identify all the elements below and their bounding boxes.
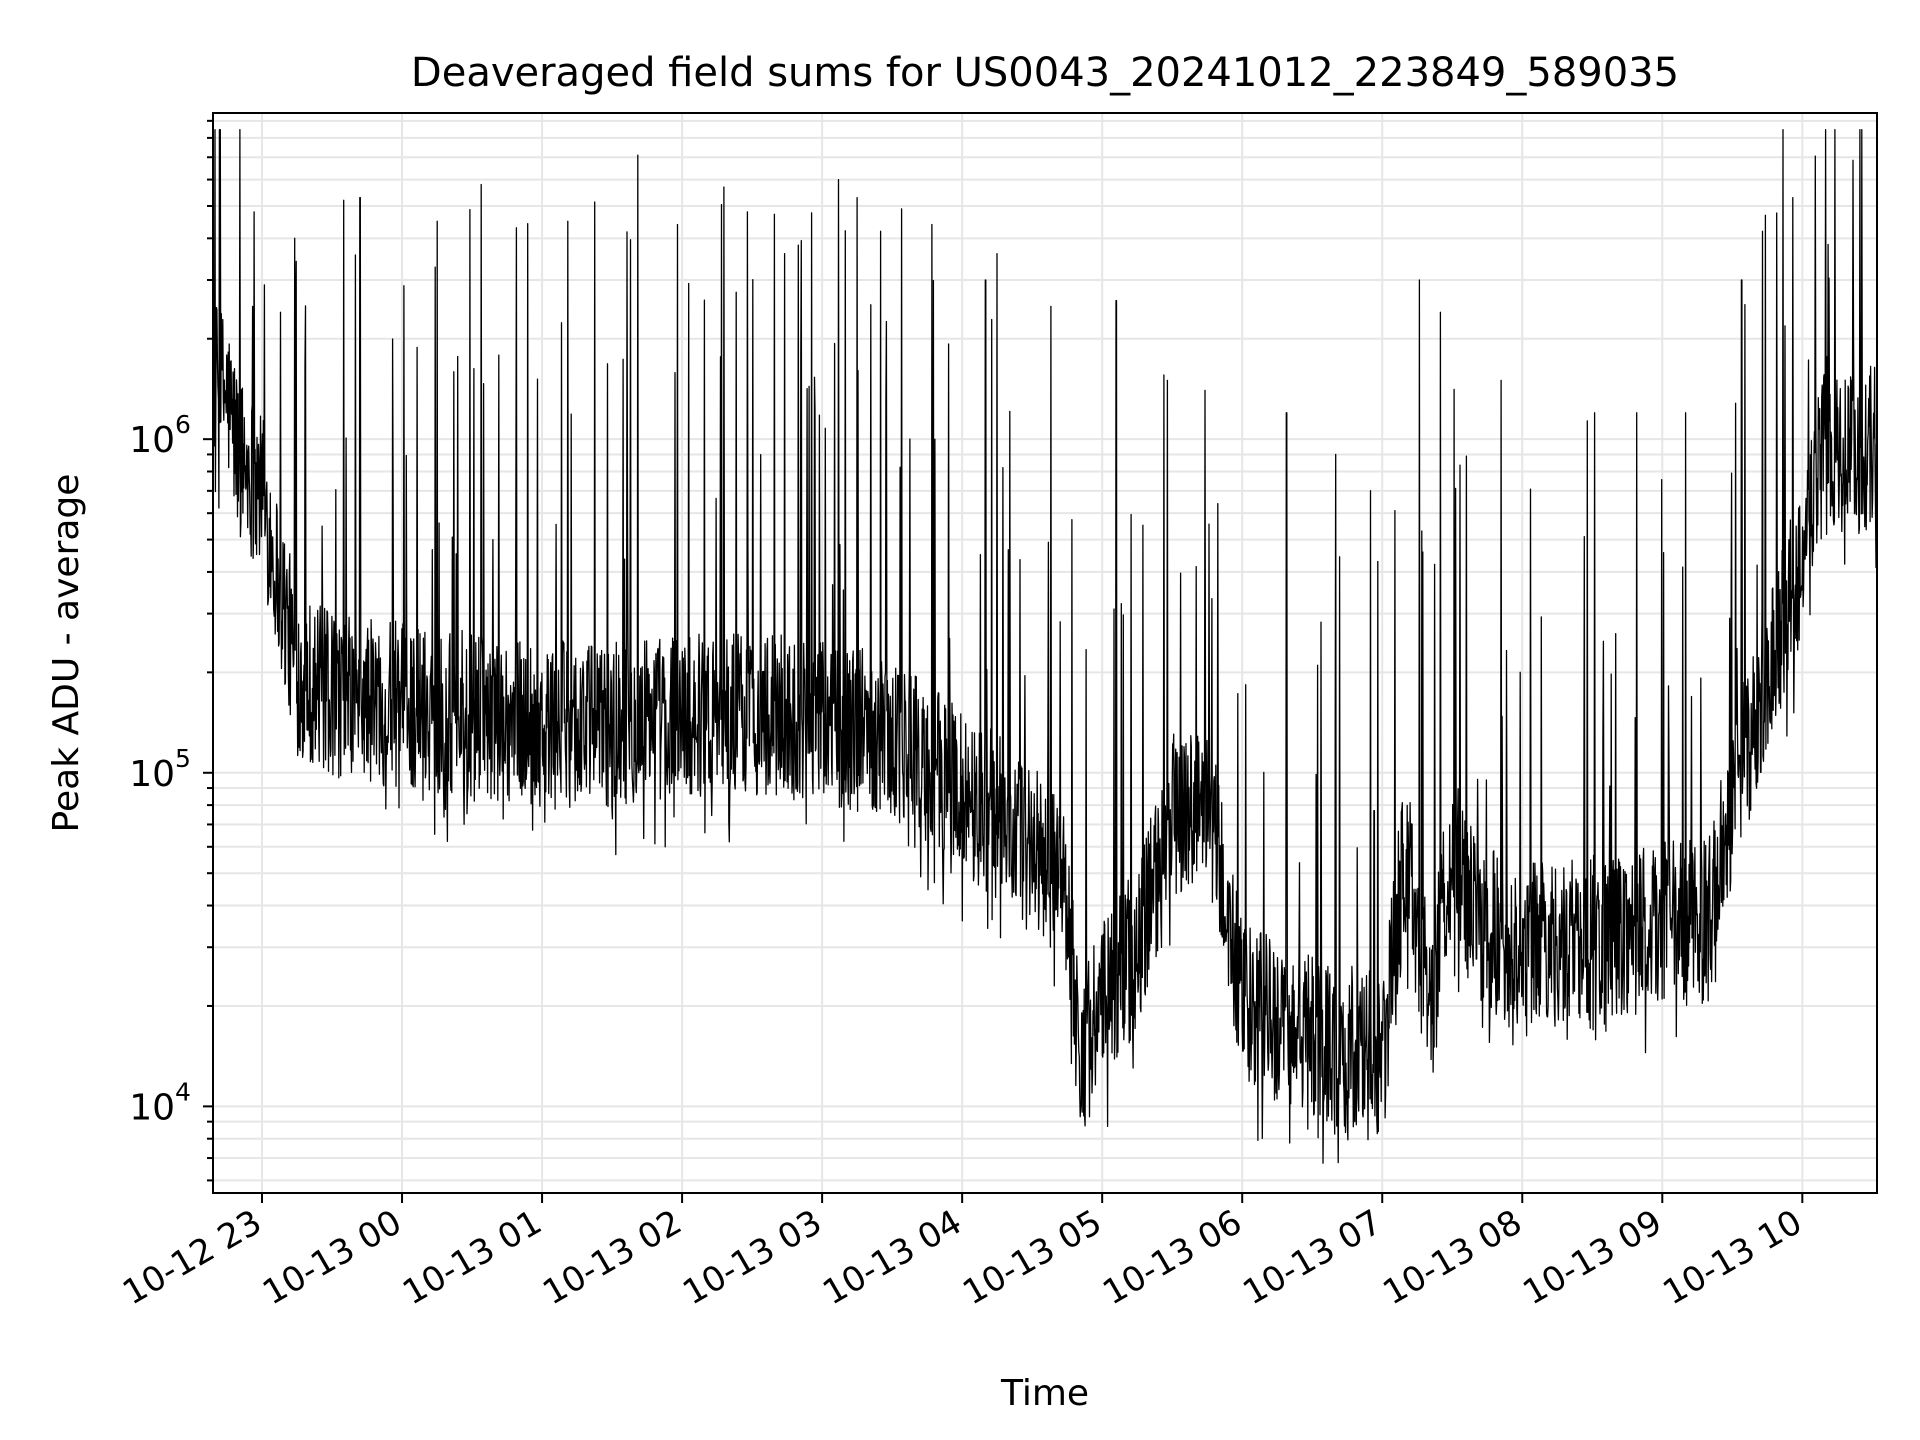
- y-tick-exponent: 6: [175, 410, 191, 439]
- y-tick-exponent: 4: [175, 1077, 191, 1106]
- y-tick-label: 10: [129, 754, 175, 795]
- series-line: [212, 129, 1878, 1164]
- series-group: [212, 129, 1878, 1164]
- x-axis-label: Time: [1000, 1373, 1089, 1414]
- plot-frame: [212, 112, 1878, 1194]
- chart-title: Deaveraged field sums for US0043_2024101…: [411, 50, 1679, 96]
- y-tick-label: 10: [129, 1087, 175, 1128]
- y-axis-label: Peak ADU - average: [46, 474, 87, 833]
- y-tick-exponent: 5: [175, 744, 191, 773]
- y-tick-label: 10: [129, 420, 175, 461]
